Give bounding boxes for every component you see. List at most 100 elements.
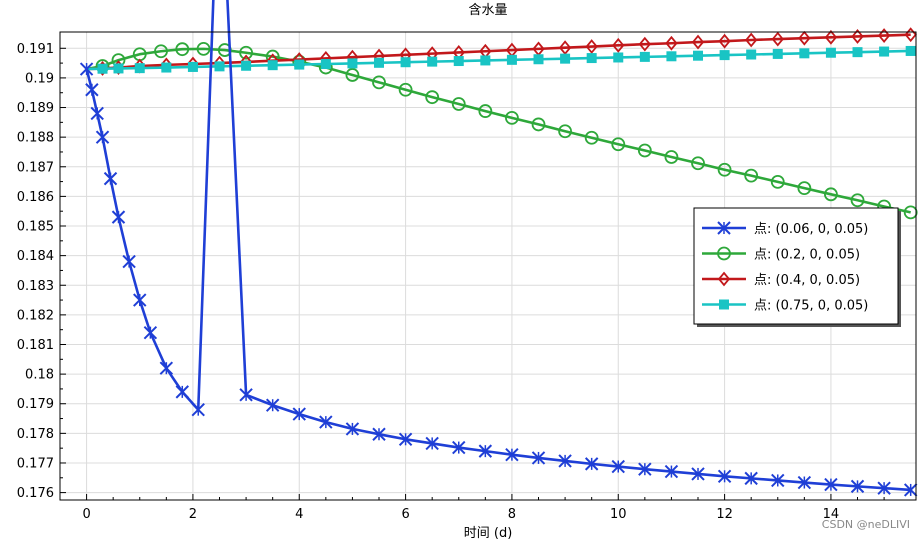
series-layer bbox=[79, 0, 918, 497]
data-point bbox=[825, 47, 836, 58]
data-point bbox=[294, 59, 305, 70]
data-point bbox=[558, 124, 572, 139]
x-tick-label: 6 bbox=[401, 507, 409, 522]
data-point bbox=[560, 53, 571, 64]
data-point bbox=[292, 407, 306, 421]
data-point bbox=[133, 293, 147, 307]
data-point bbox=[665, 35, 678, 51]
legend-entry: 点: (0.75, 0, 0.05) bbox=[702, 299, 868, 314]
data-point bbox=[187, 61, 198, 72]
data-point bbox=[425, 436, 439, 451]
data-point bbox=[717, 246, 731, 261]
y-tick-label: 0.184 bbox=[17, 249, 54, 264]
series-4 bbox=[86, 45, 916, 74]
data-point bbox=[196, 41, 211, 56]
data-point bbox=[451, 97, 466, 111]
data-point bbox=[851, 29, 864, 44]
series-line bbox=[86, 47, 911, 214]
data-point bbox=[347, 58, 358, 69]
y-tick-label: 0.186 bbox=[17, 190, 54, 205]
data-point bbox=[103, 171, 118, 186]
data-point bbox=[611, 137, 626, 152]
data-point bbox=[718, 33, 731, 49]
data-point bbox=[584, 457, 599, 471]
data-point bbox=[717, 271, 731, 287]
series-1 bbox=[79, 0, 918, 497]
data-point bbox=[214, 61, 225, 72]
y-tick-label: 0.189 bbox=[17, 101, 54, 116]
legend-entry: 点: (0.2, 0, 0.05) bbox=[702, 246, 860, 263]
data-point bbox=[345, 68, 360, 82]
data-point bbox=[161, 62, 172, 73]
data-point bbox=[666, 51, 677, 62]
data-point bbox=[903, 205, 918, 220]
y-tick-label: 0.182 bbox=[17, 308, 54, 323]
data-point bbox=[850, 193, 865, 208]
x-axis-label: 时间 (d) bbox=[464, 526, 513, 540]
data-point bbox=[613, 52, 624, 63]
data-point bbox=[506, 54, 517, 65]
data-point bbox=[505, 110, 519, 125]
data-point bbox=[159, 361, 174, 375]
data-point bbox=[770, 174, 785, 189]
x-tick-label: 12 bbox=[716, 507, 733, 522]
y-tick-label: 0.183 bbox=[17, 279, 54, 294]
data-point bbox=[744, 471, 758, 486]
data-point bbox=[372, 427, 386, 441]
data-point bbox=[877, 28, 891, 43]
data-point bbox=[425, 90, 440, 105]
data-point bbox=[797, 475, 812, 490]
data-point bbox=[111, 210, 126, 224]
y-tick-label: 0.179 bbox=[17, 397, 54, 412]
data-point bbox=[797, 181, 812, 195]
legend-entry: 点: (0.4, 0, 0.05) bbox=[702, 271, 860, 288]
data-point bbox=[639, 51, 650, 62]
y-tick-label: 0.176 bbox=[17, 486, 54, 501]
data-point bbox=[717, 469, 732, 484]
y-tick-label: 0.19 bbox=[25, 71, 54, 86]
data-point bbox=[478, 444, 493, 458]
data-point bbox=[113, 63, 124, 74]
data-point bbox=[85, 83, 99, 97]
data-point bbox=[154, 44, 168, 59]
chart-title: 含水量 bbox=[468, 2, 507, 18]
x-tick-label: 10 bbox=[610, 507, 627, 522]
data-point bbox=[143, 325, 158, 340]
data-point bbox=[90, 106, 104, 121]
data-point bbox=[320, 58, 331, 69]
y-tick-label: 0.191 bbox=[17, 42, 54, 57]
data-point bbox=[533, 54, 544, 65]
data-point bbox=[852, 47, 863, 58]
data-point bbox=[239, 45, 253, 60]
data-point bbox=[97, 63, 108, 74]
legend-label: 点: (0.4, 0, 0.05) bbox=[754, 273, 860, 288]
series-2 bbox=[86, 41, 918, 220]
y-tick-label: 0.181 bbox=[17, 338, 54, 353]
data-point bbox=[824, 477, 838, 492]
legend-label: 点: (0.2, 0, 0.05) bbox=[754, 248, 860, 263]
legend-label: 点: (0.75, 0, 0.05) bbox=[754, 299, 868, 314]
data-point bbox=[239, 388, 253, 402]
x-tick-label: 0 bbox=[82, 507, 90, 522]
data-point bbox=[122, 254, 136, 269]
data-point bbox=[772, 48, 783, 59]
data-point bbox=[717, 162, 732, 177]
data-point bbox=[531, 451, 546, 465]
data-point bbox=[478, 104, 493, 118]
data-point bbox=[799, 48, 810, 59]
data-point bbox=[585, 39, 598, 54]
data-point bbox=[612, 37, 625, 53]
data-point bbox=[664, 464, 679, 479]
data-point bbox=[480, 55, 491, 66]
data-point bbox=[398, 82, 413, 97]
series-line bbox=[86, 33, 911, 71]
data-point bbox=[824, 29, 838, 45]
data-point bbox=[691, 467, 705, 481]
data-point bbox=[586, 53, 597, 64]
axis-ticks: 0 2 4 6 8 10 12 14 0.176 0.177 0.178 0.179 0.18 0.181… bbox=[17, 42, 885, 522]
watermark: CSDN @neDLIVI bbox=[822, 518, 910, 531]
data-point bbox=[531, 117, 546, 132]
data-point bbox=[879, 46, 890, 57]
y-tick-label: 0.187 bbox=[17, 160, 54, 175]
data-point bbox=[717, 221, 731, 235]
